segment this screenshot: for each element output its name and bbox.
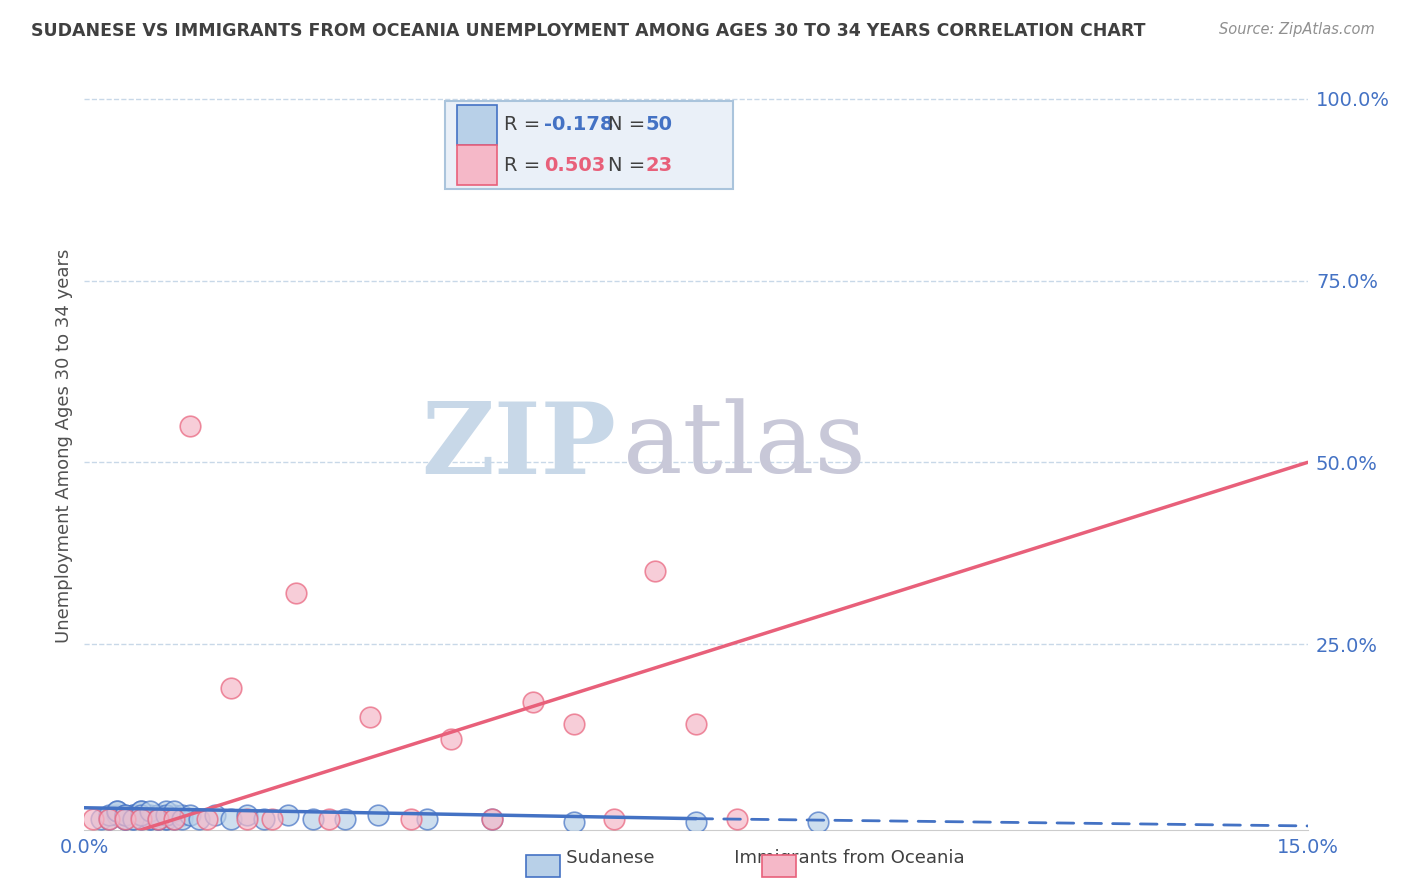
Point [146,812,169,826]
Text: Sudanese: Sudanese [526,849,655,867]
Text: N =: N = [607,156,651,175]
Point [155,812,177,826]
Point [236,808,259,822]
Point [685,815,707,830]
Point [219,812,242,826]
Point [138,805,160,819]
Point [146,808,169,822]
Point [277,808,299,822]
Text: 50: 50 [645,115,673,134]
Point [131,808,153,822]
Point [82,812,104,826]
Point [97,812,120,826]
Point [105,805,128,819]
Y-axis label: Unemployment Among Ages 30 to 34 years: Unemployment Among Ages 30 to 34 years [55,249,73,643]
Point [131,805,153,819]
Point [105,805,128,819]
Point [440,731,463,746]
Point [97,812,120,826]
Point [522,695,544,709]
Point [138,812,160,826]
Point [131,805,153,819]
FancyBboxPatch shape [457,104,496,145]
Text: ZIP: ZIP [422,398,616,494]
Point [146,812,169,826]
Point [481,812,503,826]
Point [562,815,585,830]
Text: 0.503: 0.503 [544,156,606,175]
Point [163,812,186,826]
Point [481,812,503,826]
Point [122,808,145,822]
Point [155,808,177,822]
Point [260,812,283,826]
Point [807,815,830,830]
Point [204,808,226,822]
Text: N =: N = [607,115,651,134]
Point [122,808,145,822]
Text: atlas: atlas [623,398,865,494]
Point [131,812,153,826]
Point [725,812,748,826]
Point [163,808,186,822]
Point [122,812,145,826]
Point [138,812,160,826]
Point [399,812,422,826]
Point [416,812,439,826]
Point [219,681,242,695]
Text: SUDANESE VS IMMIGRANTS FROM OCEANIA UNEMPLOYMENT AMONG AGES 30 TO 34 YEARS CORRE: SUDANESE VS IMMIGRANTS FROM OCEANIA UNEM… [31,22,1146,40]
Point [179,419,201,434]
Point [155,812,177,826]
Point [114,812,136,826]
Point [105,808,128,822]
Text: Source: ZipAtlas.com: Source: ZipAtlas.com [1219,22,1375,37]
Point [301,812,323,826]
Point [114,812,136,826]
Point [685,717,707,731]
Point [122,812,145,826]
Point [318,812,340,826]
Point [131,812,153,826]
Point [155,805,177,819]
Point [644,565,666,579]
Point [195,812,218,826]
Point [114,808,136,822]
Point [367,808,389,822]
Point [335,812,357,826]
Point [285,586,308,600]
Point [114,808,136,822]
FancyBboxPatch shape [457,145,496,186]
Point [179,808,201,822]
Point [114,812,136,826]
Point [359,710,381,724]
Point [253,812,276,826]
Text: R =: R = [503,156,547,175]
FancyBboxPatch shape [446,101,733,189]
Point [187,812,209,826]
Point [562,717,585,731]
Point [90,812,112,826]
Point [236,812,259,826]
Point [163,805,186,819]
Point [97,808,120,822]
Point [146,812,169,826]
Point [172,808,194,822]
Point [603,812,626,826]
Point [138,808,160,822]
Point [172,812,194,826]
Text: R =: R = [503,115,547,134]
Text: Immigrants from Oceania: Immigrants from Oceania [695,849,965,867]
Text: 23: 23 [645,156,673,175]
Point [163,812,186,826]
Point [146,808,169,822]
Text: -0.178: -0.178 [544,115,614,134]
